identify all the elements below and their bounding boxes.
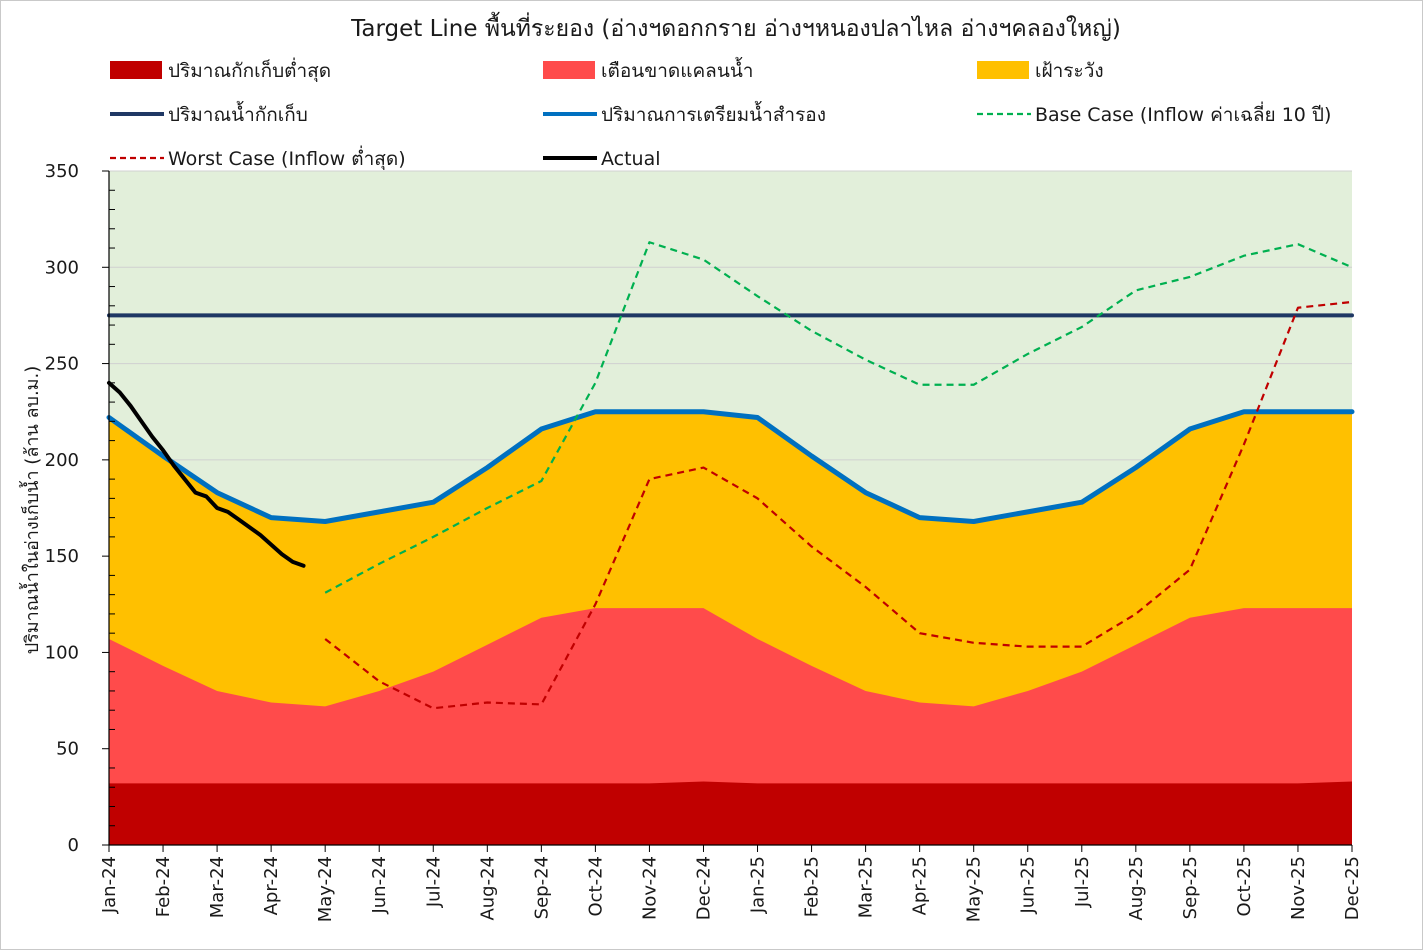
x-tick-label-15: Apr-25 [910, 856, 931, 915]
legend-item-item-2-label: เฝ้าระวัง [1035, 60, 1104, 82]
y-tick-label-0: 0 [68, 835, 79, 856]
chart-title: Target Line พื้นที่ระยอง (อ่างฯดอกกราย อ… [350, 12, 1121, 42]
y-tick-label-150: 150 [45, 546, 79, 567]
y-tick-label-300: 300 [45, 257, 79, 278]
y-axis-label: ปริมาณน้ำในอ่างเก็บน้ำ (ล้าน ลบ.ม.) [19, 366, 43, 655]
x-tick-label-20: Sep-25 [1180, 856, 1201, 919]
legend-item-item-3-label: ปริมาณน้ำกักเก็บ [168, 101, 308, 126]
x-tick-label-9: Oct-24 [585, 856, 606, 917]
x-tick-label-13: Feb-25 [802, 856, 823, 917]
legend-item-item-1-swatch [543, 61, 595, 79]
legend-item-item-0-swatch [110, 61, 162, 79]
legend: ปริมาณกักเก็บต่ำสุด เตือนขาดแคลนน้ำ เฝ้าระ… [110, 57, 1331, 171]
legend-item-base-case-inflow-10-5-label: Base Case (Inflow ค่าเฉลี่ย 10 ปี) [1035, 101, 1331, 126]
legend-item-worst-case-inflow-6-label: Worst Case (Inflow ต่ำสุด) [168, 145, 406, 171]
x-tick-label-16: May-25 [964, 856, 985, 922]
x-tick-label-17: Jun-25 [1018, 856, 1039, 915]
area-item-0 [109, 781, 1352, 845]
x-tick-label-21: Oct-25 [1234, 856, 1255, 917]
x-tick-label-19: Aug-25 [1126, 856, 1147, 921]
y-tick-label-350: 350 [45, 161, 79, 182]
x-tick-label-8: Sep-24 [531, 856, 552, 919]
series-line-worst-case-inflow-3 [324, 300, 1353, 710]
series-line-base-case-inflow-10-2 [324, 241, 1353, 594]
series-line-item-1 [106, 409, 1355, 524]
legend-item-item-1-label: เตือนขาดแคลนน้ำ [601, 57, 753, 82]
legend-item-item-0-label: ปริมาณกักเก็บต่ำสุด [168, 57, 331, 83]
legend-item-item-4-label: ปริมาณการเตรียมน้ำสำรอง [601, 101, 826, 126]
plot-area [106, 170, 1355, 845]
x-tick-label-5: Jun-24 [369, 856, 390, 915]
x-tick-label-2: Mar-24 [207, 856, 228, 918]
x-tick-label-12: Jan-25 [748, 856, 769, 914]
x-tick-label-7: Aug-24 [477, 856, 498, 921]
x-tick-label-1: Feb-24 [153, 856, 174, 917]
x-tick-label-11: Dec-24 [693, 856, 714, 920]
y-tick-label-250: 250 [45, 354, 79, 375]
axes: 0 50 100 150 200 250 300 350 Jan-24 Feb-24 Mar-24 A… [45, 161, 1363, 922]
y-tick-label-100: 100 [45, 642, 79, 663]
x-tick-label-22: Nov-25 [1288, 856, 1309, 920]
legend-item-actual-7-label: Actual [601, 148, 661, 170]
x-tick-label-6: Jul-24 [423, 856, 444, 908]
x-tick-label-23: Dec-25 [1342, 856, 1363, 920]
x-tick-label-0: Jan-24 [99, 856, 120, 914]
legend-item-item-2-swatch [977, 61, 1029, 79]
x-tick-label-10: Nov-24 [639, 856, 660, 920]
x-tick-label-14: Mar-25 [856, 856, 877, 918]
x-tick-label-3: Apr-24 [261, 856, 282, 915]
y-tick-label-200: 200 [45, 450, 79, 471]
y-tick-label-50: 50 [56, 739, 79, 760]
series-line-actual [107, 380, 306, 568]
x-tick-label-4: May-24 [315, 856, 336, 922]
x-tick-label-18: Jul-25 [1072, 856, 1093, 908]
